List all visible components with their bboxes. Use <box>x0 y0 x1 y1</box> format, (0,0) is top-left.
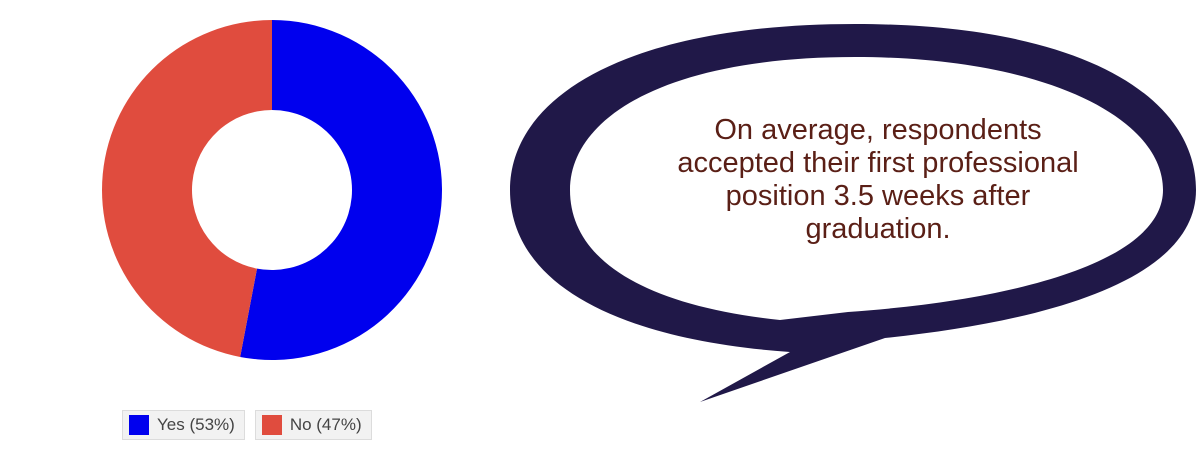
chart-legend: Yes (53%) No (47%) <box>122 410 372 440</box>
donut-chart <box>101 20 442 360</box>
donut-slice-no <box>101 20 272 357</box>
callout-line-1: On average, respondents <box>714 114 1042 146</box>
legend-swatch-no <box>261 415 282 435</box>
callout-line-4: graduation. <box>805 213 951 245</box>
legend-item-no: No (47%) <box>254 410 372 440</box>
speech-bubble-outline <box>510 24 1196 402</box>
legend-label-yes: Yes (53%) <box>157 415 235 434</box>
legend-label-no: No (47%) <box>289 415 362 434</box>
legend-item-yes: Yes (53%) <box>122 410 245 440</box>
callout-line-3: position 3.5 weeks after <box>725 180 1031 212</box>
legend-swatch-yes <box>129 415 149 435</box>
speech-bubble <box>510 24 1196 402</box>
donut-slice-yes <box>240 20 442 360</box>
callout-line-2: accepted their first professional <box>677 147 1079 179</box>
callout-text: On average, respondents accepted their f… <box>600 114 1156 246</box>
